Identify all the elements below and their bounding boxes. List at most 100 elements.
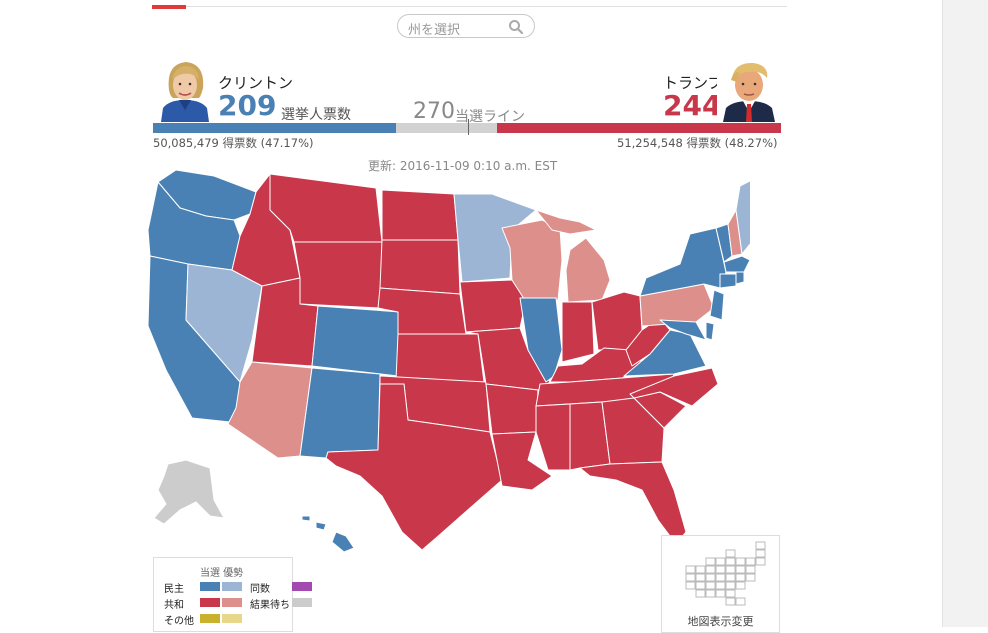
trump-tally-bar: [497, 123, 781, 133]
trump-avatar: [717, 56, 781, 122]
state-alaska[interactable]: [153, 459, 225, 525]
state-georgia[interactable]: [601, 397, 665, 465]
legend-dem-lean-swatch: [222, 582, 242, 591]
state-connecticut[interactable]: [719, 273, 737, 289]
state-idaho[interactable]: [231, 173, 301, 287]
clinton-popular-vote: 50,085,479 得票数 (47.17%): [153, 136, 314, 150]
legend-tie-label: 同数: [250, 584, 270, 595]
state-new-york[interactable]: [639, 227, 727, 297]
legend-title: 当選 優勢: [200, 568, 244, 579]
state-select-input[interactable]: 州を選択: [397, 14, 535, 38]
us-election-map[interactable]: [140, 170, 750, 555]
trump-electoral-votes: 244: [663, 89, 722, 122]
state-colorado[interactable]: [311, 305, 401, 377]
state-michigan[interactable]: [565, 237, 611, 303]
grid-cell: [685, 581, 696, 590]
top-divider: [152, 6, 787, 7]
grid-cell: [695, 581, 706, 590]
grid-cell: [745, 565, 756, 574]
state-delaware[interactable]: [705, 321, 715, 341]
legend-tie-swatch: [292, 582, 312, 591]
state-hawaii-island-2[interactable]: [315, 521, 327, 531]
state-wyoming[interactable]: [293, 241, 383, 309]
clinton-avatar: [153, 56, 217, 122]
grid-cell: [705, 589, 716, 598]
state-texas[interactable]: [325, 383, 503, 551]
map-view-toggle-button[interactable]: 地図表示変更: [661, 535, 780, 633]
grid-cell: [755, 557, 766, 566]
grid-cell: [735, 597, 746, 606]
state-north-carolina[interactable]: [629, 367, 719, 407]
legend-other-label: その他: [164, 616, 194, 627]
state-massachusetts[interactable]: [723, 255, 750, 273]
grid-cell: [705, 581, 716, 590]
state-hawaii[interactable]: [331, 531, 355, 553]
state-rhode-island[interactable]: [735, 271, 745, 285]
threshold-marker: [468, 119, 469, 135]
grid-cell: [725, 573, 736, 582]
trump-popular-vote: 51,254,548 得票数 (48.27%): [617, 136, 778, 150]
legend-dem-win-swatch: [200, 582, 220, 591]
electoral-votes-label: 選挙人票数: [281, 107, 351, 123]
state-iowa[interactable]: [459, 279, 527, 333]
grid-cell: [705, 573, 716, 582]
grid-cell: [755, 541, 766, 550]
state-new-mexico[interactable]: [299, 367, 381, 459]
legend-rep-label: 共和: [164, 600, 184, 611]
legend-rep-win-swatch: [200, 598, 220, 607]
grid-cell: [725, 597, 736, 606]
search-icon[interactable]: [508, 19, 524, 35]
grid-cell: [705, 565, 716, 574]
grid-cell: [725, 557, 736, 566]
grid-cell: [745, 557, 756, 566]
state-north-dakota[interactable]: [381, 189, 459, 241]
state-maine[interactable]: [735, 180, 750, 255]
grid-cell: [715, 589, 726, 598]
state-kansas[interactable]: [395, 333, 485, 383]
grid-cell: [735, 565, 746, 574]
state-mississippi[interactable]: [535, 403, 571, 471]
grid-cell: [755, 549, 766, 558]
state-arkansas[interactable]: [485, 383, 539, 435]
state-indiana[interactable]: [561, 301, 595, 363]
grid-cell: [715, 557, 726, 566]
grid-cell: [685, 565, 696, 574]
grid-cell: [695, 589, 706, 598]
grid-cell: [735, 557, 746, 566]
grid-cell: [725, 581, 736, 590]
state-south-dakota[interactable]: [379, 239, 461, 295]
grid-cell: [715, 565, 726, 574]
grid-cell: [695, 573, 706, 582]
updated-timestamp: 更新: 2016-11-09 0:10 a.m. EST: [368, 159, 558, 173]
legend-other-win-swatch: [200, 614, 220, 623]
grid-cell: [725, 549, 736, 558]
map-toggle-label: 地図表示変更: [687, 615, 754, 628]
state-michigan-upper[interactable]: [535, 209, 597, 235]
grid-map-icon: [685, 541, 766, 606]
state-new-jersey[interactable]: [709, 289, 725, 321]
top-accent-bar: [152, 5, 186, 9]
state-hawaii-island-3[interactable]: [301, 515, 311, 522]
grid-cell: [725, 589, 736, 598]
grid-cell: [685, 573, 696, 582]
grid-cell: [745, 573, 756, 582]
threshold-value: 270: [413, 99, 455, 124]
state-florida[interactable]: [579, 461, 687, 545]
state-select-placeholder: 州を選択: [408, 23, 461, 38]
legend-rep-lean-swatch: [222, 598, 242, 607]
clinton-name: クリントン: [218, 74, 294, 92]
grid-cell: [735, 573, 746, 582]
grid-cell: [715, 581, 726, 590]
grid-cell: [715, 573, 726, 582]
trump-name: トランプ: [663, 74, 723, 92]
legend-dem-label: 民主: [164, 584, 184, 595]
state-maryland[interactable]: [659, 319, 707, 341]
clinton-electoral-votes: 209: [218, 89, 277, 122]
grid-cell: [695, 565, 706, 574]
page-scroll-gutter: [942, 0, 988, 627]
legend-box: 当選 優勢 民主 同数 共和 結果待ち その他: [153, 557, 312, 632]
legend-other-lean-swatch: [222, 614, 242, 623]
grid-cell: [725, 565, 736, 574]
clinton-tally-bar: [153, 123, 396, 133]
grid-cell: [705, 557, 716, 566]
